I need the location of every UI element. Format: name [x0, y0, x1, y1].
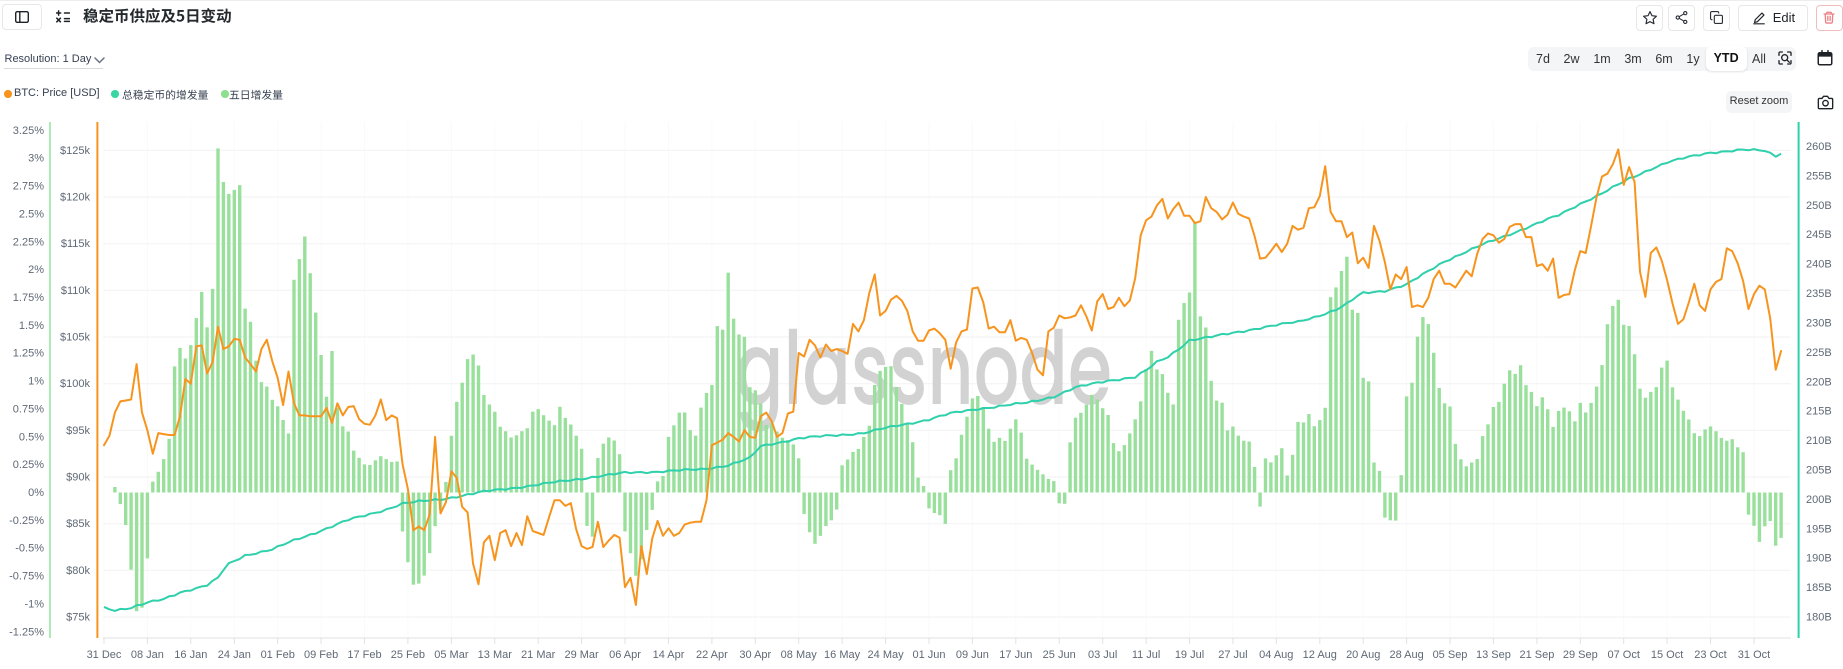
svg-text:13 Sep: 13 Sep — [1476, 649, 1511, 661]
svg-text:20 Aug: 20 Aug — [1346, 649, 1380, 661]
svg-text:09 Jun: 09 Jun — [956, 649, 989, 661]
svg-text:$120k: $120k — [60, 192, 90, 204]
svg-text:1%: 1% — [28, 376, 44, 388]
svg-text:28 Aug: 28 Aug — [1389, 649, 1423, 661]
svg-text:180B: 180B — [1806, 612, 1832, 624]
svg-text:230B: 230B — [1806, 317, 1832, 329]
svg-text:2.75%: 2.75% — [13, 181, 44, 193]
svg-text:24 Jan: 24 Jan — [218, 649, 251, 661]
svg-text:21 Mar: 21 Mar — [521, 649, 556, 661]
svg-text:06 Apr: 06 Apr — [609, 649, 641, 661]
svg-text:24 May: 24 May — [868, 649, 905, 661]
svg-text:13 Mar: 13 Mar — [478, 649, 513, 661]
svg-text:-0.5%: -0.5% — [15, 543, 44, 555]
svg-text:240B: 240B — [1806, 259, 1832, 271]
svg-text:22 Apr: 22 Apr — [696, 649, 728, 661]
svg-text:3%: 3% — [28, 153, 44, 165]
svg-text:29 Sep: 29 Sep — [1563, 649, 1598, 661]
svg-text:05 Mar: 05 Mar — [434, 649, 469, 661]
svg-text:$110k: $110k — [61, 285, 91, 297]
svg-text:260B: 260B — [1806, 141, 1832, 153]
svg-text:05 Sep: 05 Sep — [1433, 649, 1468, 661]
svg-text:29 Mar: 29 Mar — [564, 649, 599, 661]
svg-text:12 Aug: 12 Aug — [1303, 649, 1337, 661]
svg-text:-0.25%: -0.25% — [9, 515, 44, 527]
svg-text:1.5%: 1.5% — [19, 320, 44, 332]
svg-text:250B: 250B — [1806, 200, 1832, 212]
svg-text:$115k: $115k — [61, 238, 91, 250]
svg-text:195B: 195B — [1806, 523, 1832, 535]
svg-text:0.5%: 0.5% — [19, 431, 44, 443]
svg-text:$105k: $105k — [60, 332, 90, 344]
svg-text:$90k: $90k — [66, 472, 90, 484]
svg-text:09 Feb: 09 Feb — [304, 649, 338, 661]
svg-text:2.25%: 2.25% — [13, 236, 44, 248]
svg-text:1.25%: 1.25% — [13, 348, 44, 360]
svg-text:200B: 200B — [1806, 494, 1832, 506]
svg-text:$100k: $100k — [60, 378, 90, 390]
svg-text:-1%: -1% — [24, 598, 44, 610]
svg-text:$75k: $75k — [66, 612, 90, 624]
svg-text:01 Feb: 01 Feb — [261, 649, 295, 661]
svg-text:1.75%: 1.75% — [13, 292, 44, 304]
svg-text:3.25%: 3.25% — [13, 125, 44, 137]
svg-text:23 Oct: 23 Oct — [1694, 649, 1726, 661]
svg-text:31 Oct: 31 Oct — [1738, 649, 1770, 661]
svg-text:2.5%: 2.5% — [19, 208, 44, 220]
svg-text:$80k: $80k — [66, 565, 90, 577]
svg-text:01 Jun: 01 Jun — [912, 649, 945, 661]
svg-text:220B: 220B — [1806, 376, 1832, 388]
svg-text:$85k: $85k — [66, 518, 90, 530]
svg-text:30 Apr: 30 Apr — [739, 649, 771, 661]
svg-text:31 Dec: 31 Dec — [87, 649, 122, 661]
svg-text:11 Jul: 11 Jul — [1132, 649, 1161, 661]
svg-text:210B: 210B — [1806, 435, 1832, 447]
svg-text:190B: 190B — [1806, 553, 1832, 565]
svg-text:15 Oct: 15 Oct — [1651, 649, 1683, 661]
svg-text:0.75%: 0.75% — [13, 403, 44, 415]
svg-text:0.25%: 0.25% — [13, 459, 44, 471]
svg-text:21 Sep: 21 Sep — [1519, 649, 1554, 661]
svg-text:215B: 215B — [1806, 406, 1832, 418]
svg-text:255B: 255B — [1806, 170, 1832, 182]
svg-text:225B: 225B — [1806, 347, 1832, 359]
svg-text:25 Feb: 25 Feb — [391, 649, 425, 661]
svg-text:205B: 205B — [1806, 465, 1832, 477]
svg-text:25 Jun: 25 Jun — [1043, 649, 1076, 661]
svg-text:14 Apr: 14 Apr — [653, 649, 685, 661]
svg-text:-1.25%: -1.25% — [9, 626, 44, 638]
svg-text:08 Jan: 08 Jan — [131, 649, 164, 661]
svg-text:07 Oct: 07 Oct — [1607, 649, 1639, 661]
svg-text:17 Feb: 17 Feb — [347, 649, 381, 661]
svg-text:08 May: 08 May — [781, 649, 818, 661]
svg-text:0%: 0% — [28, 487, 44, 499]
svg-text:185B: 185B — [1806, 582, 1832, 594]
svg-text:2%: 2% — [28, 264, 44, 276]
svg-text:27 Jul: 27 Jul — [1218, 649, 1247, 661]
svg-text:19 Jul: 19 Jul — [1175, 649, 1204, 661]
svg-text:16 May: 16 May — [824, 649, 861, 661]
svg-text:17 Jun: 17 Jun — [999, 649, 1032, 661]
svg-text:04 Aug: 04 Aug — [1259, 649, 1293, 661]
svg-text:235B: 235B — [1806, 288, 1832, 300]
svg-text:16 Jan: 16 Jan — [174, 649, 207, 661]
svg-text:245B: 245B — [1806, 229, 1832, 241]
svg-text:$125k: $125k — [60, 145, 90, 157]
svg-text:03 Jul: 03 Jul — [1088, 649, 1117, 661]
svg-text:$95k: $95k — [66, 425, 90, 437]
svg-text:-0.75%: -0.75% — [9, 571, 44, 583]
